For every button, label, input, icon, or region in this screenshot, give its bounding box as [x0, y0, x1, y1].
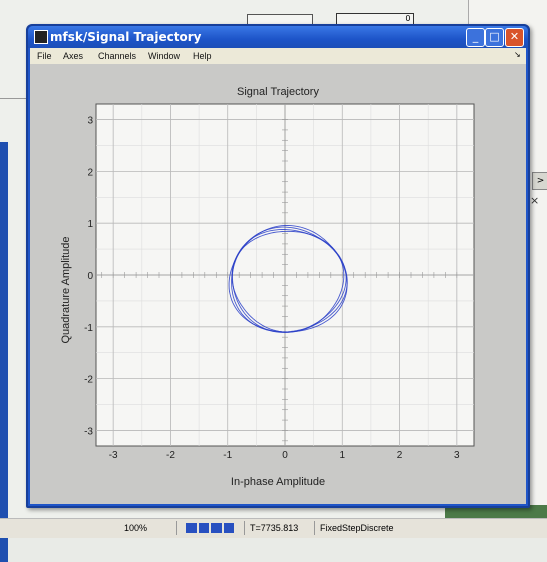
scroll-right-arrow[interactable]: > [532, 172, 547, 190]
x-tick-label: -1 [223, 450, 232, 461]
signal-trajectory-window[interactable]: mfsk/Signal Trajectory _ □ ✕ File Axes C… [26, 24, 530, 508]
trajectory-line [232, 229, 347, 333]
x-axis-label: In-phase Amplitude [230, 476, 326, 488]
x-tick-label: 0 [282, 450, 288, 461]
status-bar: 100% T=7735.813 FixedStepDiscrete [0, 518, 547, 538]
menu-file[interactable]: File [37, 51, 52, 61]
x-tick-label: -2 [166, 450, 175, 461]
y-tick-label: 2 [87, 167, 93, 178]
menu-help[interactable]: Help [193, 51, 212, 61]
status-zoom: 100% [124, 523, 148, 533]
status-separator [244, 521, 245, 535]
window-title: mfsk/Signal Trajectory [50, 30, 202, 44]
y-tick-label: 0 [87, 271, 93, 282]
x-tick-label: 1 [339, 450, 345, 461]
x-tick-label: 3 [454, 450, 460, 461]
desktop-strip [445, 505, 547, 519]
status-time: T=7735.813 [250, 523, 299, 533]
x-tick-label: -3 [109, 450, 118, 461]
status-solver: FixedStepDiscrete [320, 523, 394, 533]
y-tick-label: 1 [87, 219, 93, 230]
x-tick-label: 2 [397, 450, 403, 461]
trajectory-line [231, 226, 348, 333]
y-tick-label: -3 [84, 426, 93, 437]
menu-window[interactable]: Window [148, 51, 181, 61]
menu-bar: File Axes Channels Window Help ↘ [30, 48, 526, 64]
y-tick-label: 3 [87, 116, 93, 127]
panel-close-icon[interactable]: × [530, 194, 540, 207]
model-browser-edge [0, 142, 8, 562]
minimize-button[interactable]: _ [466, 28, 485, 47]
trajectory-plot[interactable]: -3 -2 -1 0 1 2 3 -3 -2 -1 0 1 2 3 [30, 64, 526, 504]
y-tick-label: -1 [84, 323, 93, 334]
status-separator [176, 521, 177, 535]
status-separator [314, 521, 315, 535]
matlab-icon [34, 30, 48, 44]
menu-channels[interactable]: Channels [98, 51, 137, 61]
menu-overflow-icon[interactable]: ↘ [514, 50, 521, 59]
close-button[interactable]: ✕ [505, 28, 524, 47]
scope-client-area: Signal Trajectory -3 -2 -1 0 1 2 3 -3 -2 -1 0 1 2 3 I… [30, 64, 526, 504]
menu-axes[interactable]: Axes [63, 51, 84, 61]
simulation-progress [186, 523, 234, 533]
trajectory-line [228, 224, 348, 333]
display-block-value: 0 [405, 14, 411, 23]
signal-line [0, 98, 28, 99]
maximize-button[interactable]: □ [485, 28, 504, 47]
y-axis-label: Quadrature Amplitude [60, 236, 72, 344]
title-bar[interactable]: mfsk/Signal Trajectory _ □ ✕ [28, 26, 528, 48]
y-tick-label: -2 [84, 375, 93, 386]
plot-title: Signal Trajectory [237, 86, 319, 98]
